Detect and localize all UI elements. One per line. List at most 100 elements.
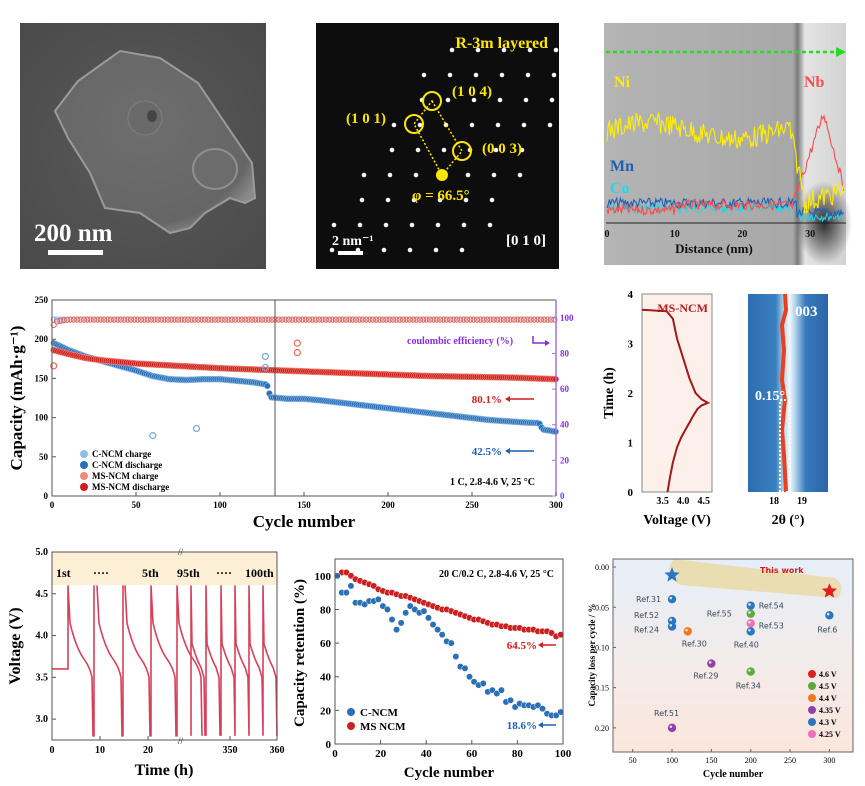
ms-ncm-ce-point (470, 316, 477, 323)
plot-frame (612, 558, 854, 753)
ms-ncm-ce-point (440, 316, 447, 323)
x-tick-label: 250 (465, 500, 479, 510)
op-y-tick-label: 0 (628, 487, 634, 499)
ms-ncm-ce-point (463, 316, 471, 323)
ms-ncm-ce-point (349, 316, 356, 323)
y2-tick-label: 80 (560, 348, 570, 358)
c-ncm-point (393, 626, 401, 634)
y-tick-label: 0.05 (595, 603, 609, 612)
ms-ncm-ce-point (326, 316, 333, 323)
outlier-point (149, 432, 157, 440)
ms-ncm-ce-point (74, 316, 81, 323)
ms-ncm-ce-point (289, 316, 296, 323)
xrd-peak-label: 003 (795, 304, 818, 320)
x-tick-label: 80 (512, 748, 524, 760)
xrd-map (748, 294, 828, 492)
diffraction-spot (387, 172, 393, 178)
ms-ncm-ce-point (423, 316, 430, 323)
ms-ncm-ce-point (121, 316, 128, 323)
c-ncm-point (447, 639, 455, 647)
ms-ncm-ce-point (379, 316, 387, 323)
ms-ncm-ce-point (329, 316, 336, 323)
diffraction-spot (329, 247, 335, 253)
ms-ncm-ce-point (316, 316, 323, 323)
ms-ncm-ce-point (520, 316, 528, 323)
ref-label: Ref.24 (634, 626, 659, 635)
ms-ncm-ce-point (255, 316, 262, 323)
ms-ncm-ce-point (64, 316, 71, 323)
ref-point-highlight (685, 628, 688, 632)
ref-point (746, 609, 755, 618)
x-tick-label: 0 (50, 500, 55, 510)
rr-condition: 20 C/0.2 C, 2.8-4.6 V, 25 °C (439, 569, 554, 580)
ms-ncm-ce-point (161, 316, 168, 323)
diffraction-spot (417, 122, 423, 128)
x-tick-label: 200 (381, 500, 395, 510)
y-tick-label: 0.20 (595, 724, 609, 733)
c-ncm-point (461, 664, 469, 672)
diffraction-spot (385, 197, 391, 203)
ms-ncm-ce-point (262, 316, 269, 323)
ms-ncm-ce-point (356, 316, 363, 323)
ms-ncm-ce-point (312, 316, 319, 323)
diffraction-spot (495, 122, 501, 128)
op-y-axis-label: Time (h) (602, 367, 617, 419)
ref-point-highlight (826, 612, 830, 616)
y2-tick-label: 20 (560, 455, 570, 465)
diffraction-spot (447, 72, 453, 78)
ms-ncm-ce-point (497, 316, 504, 323)
ref-point (667, 723, 677, 733)
legend-marker (808, 694, 816, 702)
ms-ncm-ce-point (137, 316, 145, 323)
ms-ncm-ce-point (524, 316, 531, 323)
legend-marker (808, 730, 816, 738)
x-tick-label: 150 (705, 756, 717, 765)
ms-ncm-ce-point (181, 316, 188, 323)
c-ncm-discharge-point (264, 382, 271, 390)
y-tick-label: 0.00 (595, 563, 609, 572)
xrd-tick-18: 18 (769, 496, 779, 507)
y-tick-label: 0.15 (595, 684, 609, 693)
outlier-point (261, 363, 269, 372)
ref-label: Ref.55 (707, 610, 732, 619)
ms-ncm-ce-point (295, 316, 303, 323)
ms-ncm-ce-point (50, 321, 57, 329)
y-tick-label: 100 (315, 571, 332, 583)
ms-ncm-ce-point (484, 316, 491, 323)
y-tick-label: 5.0 (36, 547, 49, 558)
ms-ncm-ce-point (218, 316, 225, 323)
ms-ncm-ce-point (221, 316, 229, 323)
vp-x-axis-label: Time (h) (135, 762, 194, 779)
saed-scale-bar (338, 251, 363, 255)
xrd-003-peak (779, 293, 789, 493)
ms-ncm-ce-point (282, 316, 289, 323)
eds-linescan: 0 10 20 30 Ni Nb Mn Co Distance (nm) (604, 23, 852, 265)
y-tick-label: 100 (35, 413, 49, 423)
c-ncm-point (452, 653, 460, 660)
ms-ncm-ce-point (507, 316, 514, 323)
ref-point-highlight (708, 661, 712, 664)
ms-ncm-ce-point (494, 316, 501, 323)
x-tick-label: 250 (784, 756, 796, 765)
ms-ncm-ce-point (544, 316, 551, 323)
ms-ncm-rate-label: 64.5% (507, 640, 537, 652)
diffraction-spot (553, 47, 559, 53)
ref-point (707, 659, 716, 668)
ms-ncm-ce-point (124, 316, 131, 323)
ms-ncm-ce-point (279, 316, 286, 323)
ref-point-highlight (669, 596, 673, 600)
x-tick-label: 100 (666, 756, 678, 765)
outlier-point (261, 352, 269, 361)
ms-ncm-ce-point (174, 316, 182, 323)
ref-point (683, 627, 692, 636)
diffraction-spot (461, 222, 467, 228)
y-tick-label: 3.5 (36, 672, 49, 683)
cycle-label-5th: 5th (142, 566, 159, 580)
legend-marker (808, 670, 816, 678)
ms-ncm-ce-point (94, 316, 101, 323)
c-ncm-retention-label: 42.5% (472, 446, 502, 458)
x-tick-label: 300 (549, 500, 563, 510)
diffraction-spot (551, 72, 557, 78)
c-ncm-point (388, 616, 396, 623)
legend-c-ncm: C-NCM (360, 707, 398, 719)
